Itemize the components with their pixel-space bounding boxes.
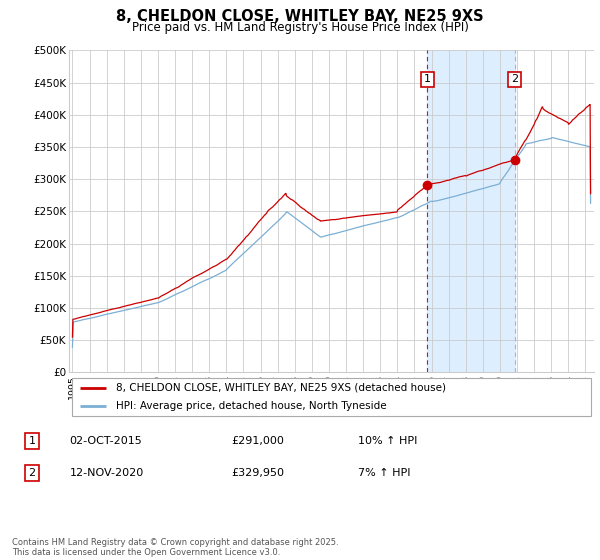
Text: 10% ↑ HPI: 10% ↑ HPI <box>358 436 417 446</box>
Text: 1: 1 <box>424 74 431 85</box>
Text: 02-OCT-2015: 02-OCT-2015 <box>70 436 142 446</box>
Text: HPI: Average price, detached house, North Tyneside: HPI: Average price, detached house, Nort… <box>116 402 387 411</box>
FancyBboxPatch shape <box>71 379 592 416</box>
Text: 2: 2 <box>511 74 518 85</box>
Text: 2: 2 <box>29 468 36 478</box>
Text: Contains HM Land Registry data © Crown copyright and database right 2025.
This d: Contains HM Land Registry data © Crown c… <box>12 538 338 557</box>
Text: 12-NOV-2020: 12-NOV-2020 <box>70 468 144 478</box>
Text: Price paid vs. HM Land Registry's House Price Index (HPI): Price paid vs. HM Land Registry's House … <box>131 21 469 34</box>
Text: 8, CHELDON CLOSE, WHITLEY BAY, NE25 9XS (detached house): 8, CHELDON CLOSE, WHITLEY BAY, NE25 9XS … <box>116 383 446 393</box>
Text: 7% ↑ HPI: 7% ↑ HPI <box>358 468 410 478</box>
Text: £329,950: £329,950 <box>231 468 284 478</box>
Text: 1: 1 <box>29 436 35 446</box>
Text: 8, CHELDON CLOSE, WHITLEY BAY, NE25 9XS: 8, CHELDON CLOSE, WHITLEY BAY, NE25 9XS <box>116 9 484 24</box>
Bar <box>427 50 515 372</box>
Text: £291,000: £291,000 <box>231 436 284 446</box>
